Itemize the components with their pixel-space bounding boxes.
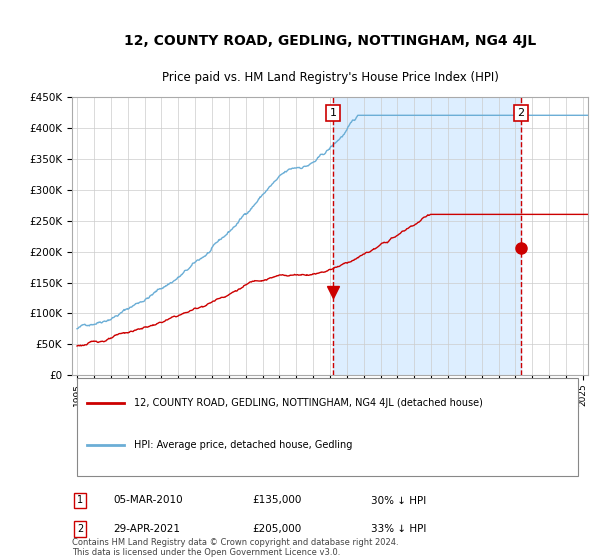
FancyBboxPatch shape: [77, 377, 578, 476]
Text: Price paid vs. HM Land Registry's House Price Index (HPI): Price paid vs. HM Land Registry's House …: [161, 71, 499, 83]
Text: 1: 1: [77, 496, 83, 506]
Text: 12, COUNTY ROAD, GEDLING, NOTTINGHAM, NG4 4JL: 12, COUNTY ROAD, GEDLING, NOTTINGHAM, NG…: [124, 34, 536, 48]
Text: 29-APR-2021: 29-APR-2021: [113, 524, 180, 534]
Text: 33% ↓ HPI: 33% ↓ HPI: [371, 524, 427, 534]
Text: 05-MAR-2010: 05-MAR-2010: [113, 496, 183, 506]
Bar: [333, 97, 521, 375]
Text: HPI: Average price, detached house, Gedling: HPI: Average price, detached house, Gedl…: [134, 440, 352, 450]
Text: 1: 1: [329, 108, 337, 118]
Text: 30% ↓ HPI: 30% ↓ HPI: [371, 496, 427, 506]
Text: £135,000: £135,000: [253, 496, 302, 506]
Text: Contains HM Land Registry data © Crown copyright and database right 2024.
This d: Contains HM Land Registry data © Crown c…: [72, 538, 398, 557]
Text: 2: 2: [77, 524, 83, 534]
Text: 2: 2: [517, 108, 524, 118]
Text: £205,000: £205,000: [253, 524, 302, 534]
Text: 12, COUNTY ROAD, GEDLING, NOTTINGHAM, NG4 4JL (detached house): 12, COUNTY ROAD, GEDLING, NOTTINGHAM, NG…: [134, 398, 483, 408]
